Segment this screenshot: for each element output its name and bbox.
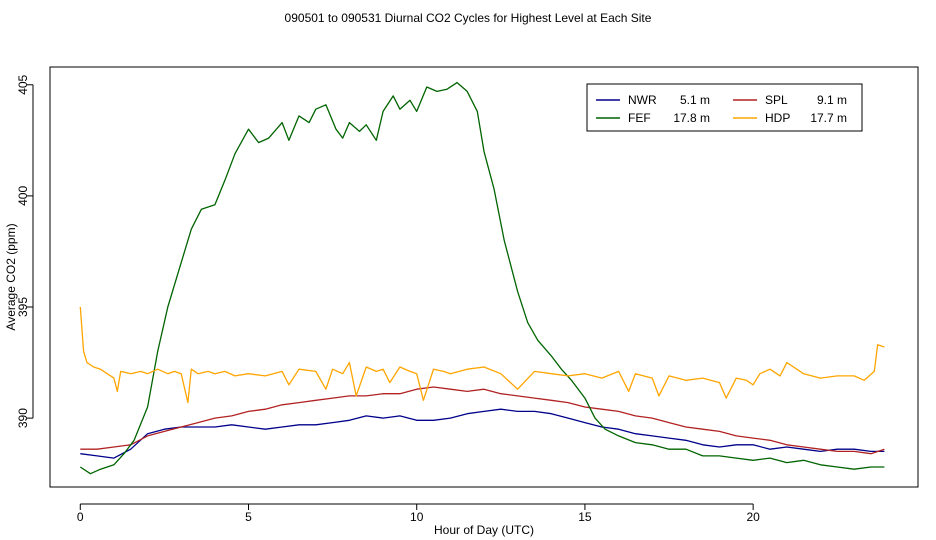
series-lines xyxy=(79,81,885,475)
series-line-spl xyxy=(80,386,885,455)
legend-box xyxy=(586,83,863,132)
legend-label-spl: SPL xyxy=(765,93,788,107)
x-tick-label: 20 xyxy=(746,510,760,524)
plot-frame xyxy=(49,66,919,488)
series-line-fef xyxy=(79,81,885,475)
x-tick-label: 10 xyxy=(410,510,424,524)
legend-label-fef: FEF xyxy=(628,111,651,125)
series-line-hdp xyxy=(79,306,885,404)
y-tick-label: 405 xyxy=(16,74,30,94)
legend-height-hdp: 17.7 m xyxy=(810,111,847,125)
legend-label-hdp: HDP xyxy=(765,111,790,125)
legend-height-spl: 9.1 m xyxy=(817,93,847,107)
y-axis-title: Average CO2 (ppm) xyxy=(4,223,18,330)
legend: NWR 5.1 m SPL 9.1 m FEF 17.8 m HDP 17.7 m xyxy=(586,83,863,132)
chart-title: 090501 to 090531 Diurnal CO2 Cycles for … xyxy=(285,11,652,25)
legend-label-nwr: NWR xyxy=(628,93,657,107)
x-tick-label: 0 xyxy=(77,510,84,524)
x-axis-title: Hour of Day (UTC) xyxy=(434,523,534,537)
axes: 0 5 10 15 20 390 395 400 405 xyxy=(16,74,760,524)
legend-height-nwr: 5.1 m xyxy=(680,93,710,107)
series-line-nwr xyxy=(80,408,885,459)
y-tick-label: 395 xyxy=(16,297,30,317)
legend-height-fef: 17.8 m xyxy=(673,111,710,125)
y-tick-label: 400 xyxy=(16,186,30,206)
y-tick-label: 390 xyxy=(16,408,30,428)
x-tick-label: 15 xyxy=(578,510,592,524)
x-tick-label: 5 xyxy=(245,510,252,524)
